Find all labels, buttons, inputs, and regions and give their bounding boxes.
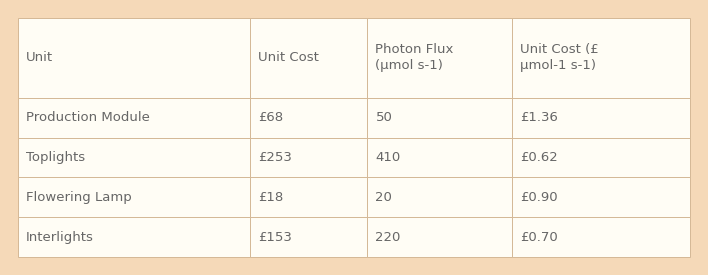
FancyBboxPatch shape xyxy=(367,98,512,138)
FancyBboxPatch shape xyxy=(18,98,250,138)
FancyBboxPatch shape xyxy=(512,98,690,138)
Text: Unit Cost (£
μmol-1 s-1): Unit Cost (£ μmol-1 s-1) xyxy=(520,43,598,72)
FancyBboxPatch shape xyxy=(250,177,367,217)
Text: 20: 20 xyxy=(375,191,392,204)
Text: £153: £153 xyxy=(258,230,292,244)
Text: £0.70: £0.70 xyxy=(520,230,558,244)
FancyBboxPatch shape xyxy=(512,18,690,98)
FancyBboxPatch shape xyxy=(367,217,512,257)
FancyBboxPatch shape xyxy=(18,138,250,177)
Text: Production Module: Production Module xyxy=(26,111,150,124)
Text: 220: 220 xyxy=(375,230,401,244)
Text: £68: £68 xyxy=(258,111,283,124)
Text: Unit Cost: Unit Cost xyxy=(258,51,319,64)
FancyBboxPatch shape xyxy=(250,138,367,177)
FancyBboxPatch shape xyxy=(512,177,690,217)
FancyBboxPatch shape xyxy=(250,18,367,98)
Text: £253: £253 xyxy=(258,151,292,164)
FancyBboxPatch shape xyxy=(367,138,512,177)
FancyBboxPatch shape xyxy=(18,177,250,217)
FancyBboxPatch shape xyxy=(18,18,250,98)
FancyBboxPatch shape xyxy=(512,138,690,177)
Text: Unit: Unit xyxy=(26,51,53,64)
Text: £0.90: £0.90 xyxy=(520,191,557,204)
Text: £18: £18 xyxy=(258,191,283,204)
Text: £1.36: £1.36 xyxy=(520,111,558,124)
Text: 410: 410 xyxy=(375,151,401,164)
Text: £0.62: £0.62 xyxy=(520,151,558,164)
Text: Flowering Lamp: Flowering Lamp xyxy=(26,191,132,204)
Text: Toplights: Toplights xyxy=(26,151,85,164)
FancyBboxPatch shape xyxy=(250,217,367,257)
FancyBboxPatch shape xyxy=(367,177,512,217)
FancyBboxPatch shape xyxy=(18,217,250,257)
Text: 50: 50 xyxy=(375,111,392,124)
Text: Photon Flux
(μmol s-1): Photon Flux (μmol s-1) xyxy=(375,43,454,72)
FancyBboxPatch shape xyxy=(367,18,512,98)
Text: Interlights: Interlights xyxy=(26,230,94,244)
FancyBboxPatch shape xyxy=(512,217,690,257)
FancyBboxPatch shape xyxy=(250,98,367,138)
